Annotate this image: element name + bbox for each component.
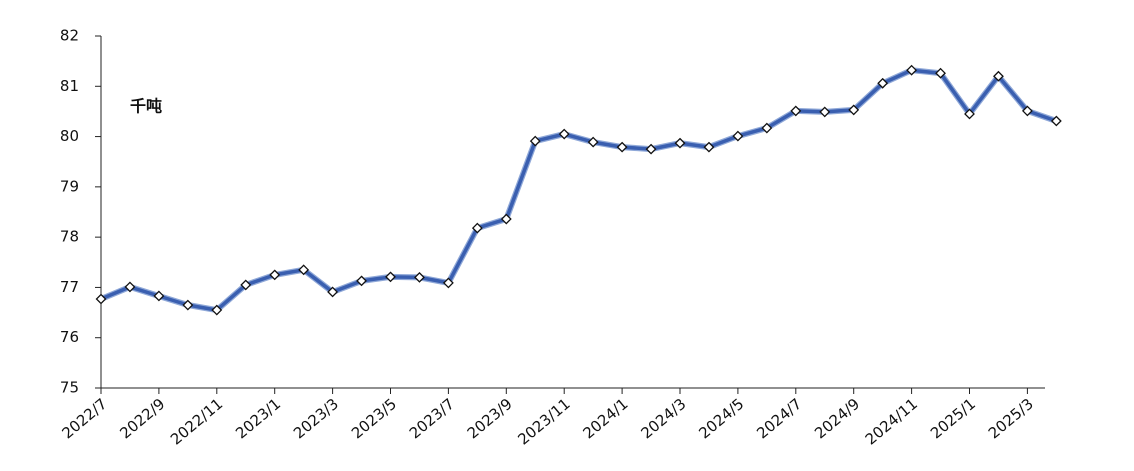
y-tick-label: 80 — [60, 127, 79, 145]
point-marker — [269, 269, 281, 281]
point-marker — [616, 141, 628, 153]
point-marker — [240, 279, 252, 291]
point-marker — [356, 275, 367, 287]
x-tick-label: 2024/9 — [811, 395, 863, 443]
point-marker — [211, 304, 223, 316]
point-marker — [964, 108, 975, 120]
x-tick-label: 2023/9 — [464, 395, 516, 443]
point-marker — [95, 293, 107, 305]
x-tick-label: 2023/1 — [232, 395, 284, 443]
x-tick-label: 2023/5 — [348, 395, 400, 443]
x-tick-label: 2023/11 — [514, 395, 573, 449]
point-marker — [848, 104, 860, 116]
point-marker — [906, 64, 918, 76]
y-tick-label: 77 — [60, 278, 79, 296]
x-tick-label: 2024/5 — [695, 395, 747, 443]
point-marker — [124, 281, 136, 293]
point-marker — [819, 106, 831, 118]
x-tick-label: 2025/1 — [927, 395, 979, 443]
line-halo — [98, 67, 1060, 314]
point-marker — [182, 299, 194, 311]
point-marker — [790, 105, 802, 117]
point-marker — [500, 213, 512, 225]
point-marker — [761, 122, 773, 134]
y-tick-label: 82 — [60, 27, 79, 45]
point-marker — [414, 271, 425, 283]
point-marker — [1050, 115, 1062, 127]
x-tick-label: 2024/3 — [637, 395, 689, 443]
y-tick-label: 76 — [60, 328, 79, 346]
x-tick-label: 2024/7 — [753, 395, 805, 443]
point-marker — [442, 277, 454, 289]
point-marker — [703, 141, 715, 153]
point-marker — [153, 290, 165, 302]
x-tick-label: 2024/11 — [862, 395, 921, 449]
x-tick-label: 2025/3 — [985, 395, 1037, 443]
y-tick-label: 78 — [60, 228, 79, 246]
point-marker — [1021, 105, 1033, 117]
point-marker — [877, 77, 889, 89]
point-marker — [732, 130, 744, 142]
point-marker — [327, 286, 339, 298]
point-marker — [529, 135, 541, 147]
point-marker — [935, 67, 946, 79]
y-tick-label: 81 — [60, 77, 79, 95]
point-marker — [645, 143, 657, 155]
point-marker — [674, 137, 686, 149]
x-tick-label: 2022/9 — [116, 395, 168, 443]
point-marker — [471, 222, 483, 234]
point-marker — [558, 128, 570, 140]
y-tick-label: 75 — [60, 379, 79, 397]
x-tick-label: 2022/7 — [58, 395, 110, 443]
x-tick-label: 2023/3 — [290, 395, 342, 443]
x-tick-label: 2022/11 — [167, 395, 226, 449]
x-tick-label: 2023/7 — [406, 395, 458, 443]
y-tick-label: 79 — [60, 177, 79, 195]
series-line — [99, 68, 1059, 312]
x-tick-label: 2024/1 — [580, 395, 632, 443]
point-marker — [385, 271, 396, 283]
point-marker — [993, 70, 1004, 82]
unit-annotation: 千吨 — [130, 97, 162, 116]
point-marker — [298, 264, 310, 276]
point-marker — [587, 136, 599, 148]
